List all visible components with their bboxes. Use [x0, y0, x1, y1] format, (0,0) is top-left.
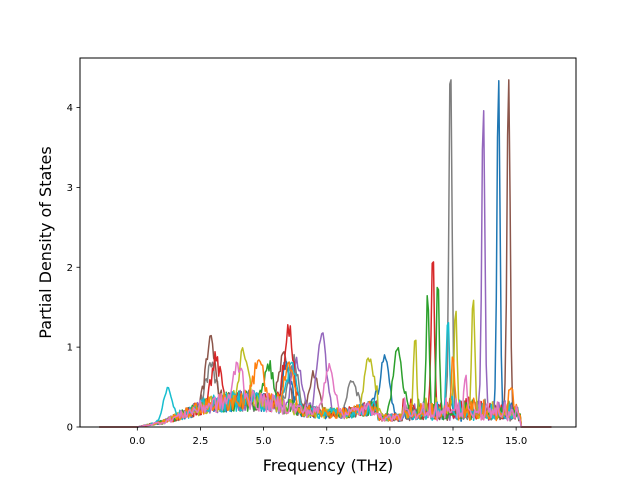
y-axis-ticks: 0 1 2 3 4	[67, 103, 80, 434]
pdos-series-line-10	[99, 361, 552, 428]
y-tick-label: 0	[67, 423, 73, 434]
pdos-series-line-9	[99, 356, 552, 428]
y-tick-label: 1	[67, 343, 73, 354]
x-tick-label: 7.5	[319, 436, 335, 447]
x-axis-label: Frequency (THz)	[263, 456, 393, 475]
y-axis-label: Partial Density of States	[36, 146, 55, 338]
plot-frame	[79, 57, 577, 428]
y-tick-label: 3	[67, 183, 73, 194]
x-tick-label: 10.0	[379, 436, 401, 447]
x-tick-label: 12.5	[442, 436, 464, 447]
x-tick-label: 5.0	[256, 436, 272, 447]
series-lines	[99, 79, 552, 428]
x-tick-label: 2.5	[193, 436, 209, 447]
x-tick-label: 0.0	[129, 436, 145, 447]
y-tick-label: 2	[67, 263, 73, 274]
y-tick-label: 4	[67, 103, 73, 114]
x-tick-label: 15.0	[505, 436, 527, 447]
x-axis-ticks: 0.0 2.5 5.0 7.5 10.0 12.5 15.0	[129, 427, 527, 447]
pdos-series-line-7	[99, 299, 552, 428]
